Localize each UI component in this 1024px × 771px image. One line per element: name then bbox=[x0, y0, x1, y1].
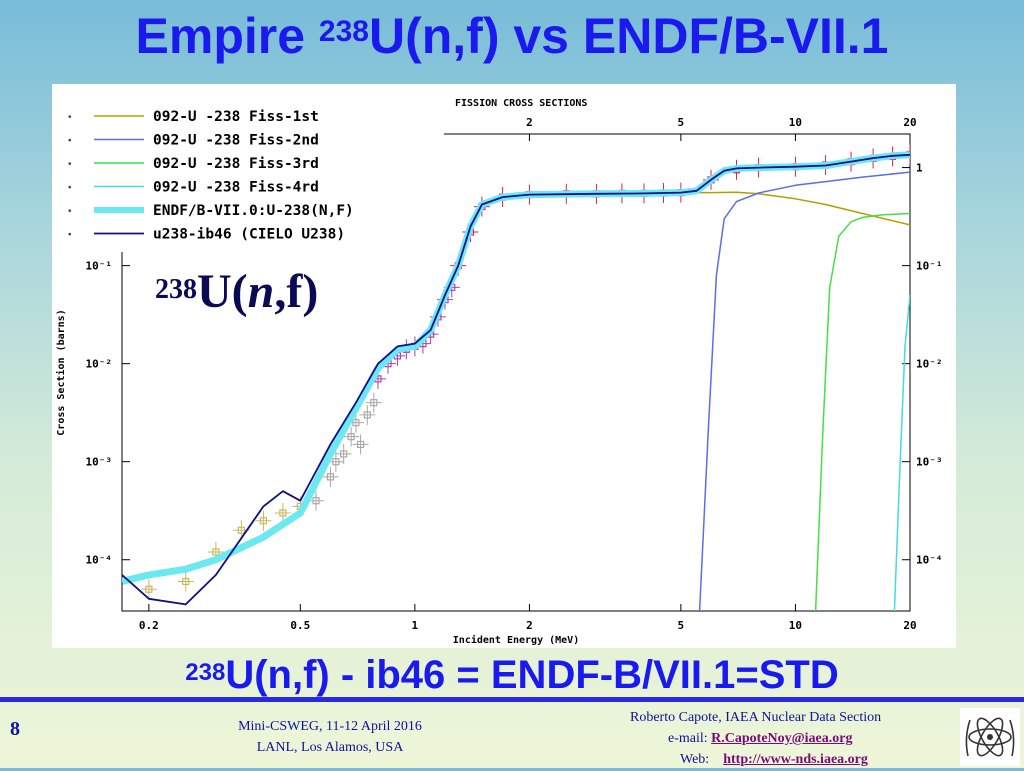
x-tick-label: 20 bbox=[903, 619, 916, 632]
legend-label: 092-U -238 Fiss-2nd bbox=[153, 133, 319, 149]
legend-label: 092-U -238 Fiss-4rd bbox=[153, 180, 319, 196]
x-tick-label: 5 bbox=[678, 619, 685, 632]
exp-point bbox=[212, 548, 220, 556]
top-tick-label: 20 bbox=[903, 116, 916, 129]
chart-panel: FISSION CROSS SECTIONS 0.2 0.5 1 2 5 10 20 2 5 10 2… bbox=[52, 84, 956, 648]
slide-subtitle: 238U(n,f) - ib46 = ENDF-B/VII.1=STD bbox=[0, 650, 1024, 700]
plot-frame bbox=[121, 133, 911, 612]
exp-point bbox=[259, 517, 268, 525]
legend-dot: • bbox=[68, 230, 72, 241]
legend-label: 092-U -238 Fiss-3rd bbox=[153, 156, 319, 172]
exp-point bbox=[363, 411, 371, 419]
series-line bbox=[698, 171, 910, 611]
legend-label: u238-ib46 (CIELO U238) bbox=[153, 227, 345, 243]
slide-number: 8 bbox=[10, 718, 20, 740]
y-tick-label-right: 10⁻¹ bbox=[916, 260, 943, 273]
y-tick-label: 10⁻² bbox=[86, 358, 113, 371]
top-tick-label: 2 bbox=[526, 116, 533, 129]
x-tick-label: 1 bbox=[412, 619, 419, 632]
title-mass-number: 238 bbox=[318, 15, 369, 48]
footer-email-link[interactable]: R.CapoteNoy@iaea.org bbox=[711, 731, 853, 746]
legend-dot: • bbox=[68, 136, 72, 147]
footer-event-line2: LANL, Los Alamos, USA bbox=[256, 740, 404, 755]
reaction-label-mass: 238 bbox=[155, 274, 197, 305]
y-tick-label-right: 10⁻² bbox=[916, 358, 943, 371]
subtitle-mass-number: 238 bbox=[185, 659, 226, 686]
x-axis-label: Incident Energy (MeV) bbox=[453, 634, 579, 646]
y-axis-label: Cross Section (barns) bbox=[55, 309, 67, 435]
footer-divider bbox=[0, 697, 1024, 702]
slide-title: Empire 238U(n,f) vs ENDF/B-VII.1 bbox=[0, 6, 1024, 66]
y-tick-label: 10⁻⁴ bbox=[86, 554, 113, 567]
footer-author: Roberto Capote, IAEA Nuclear Data Sectio… bbox=[630, 710, 882, 725]
title-prefix: Empire bbox=[135, 8, 319, 64]
y-tick-label-right: 10⁻⁴ bbox=[916, 554, 943, 567]
chart-title: FISSION CROSS SECTIONS bbox=[455, 98, 587, 109]
exp-point bbox=[326, 473, 335, 481]
legend-label: 092-U -238 Fiss-1st bbox=[153, 109, 319, 125]
legend: • 092-U -238 Fiss-1st • 092-U -238 Fiss-2nd… bbox=[60, 104, 444, 252]
x-tick-label: 2 bbox=[526, 619, 533, 632]
exp-point bbox=[312, 497, 320, 505]
exp-point bbox=[182, 577, 190, 586]
legend-dot: • bbox=[68, 206, 72, 217]
title-reaction: U(n,f) vs ENDF/B-VII.1 bbox=[368, 8, 889, 64]
exp-point bbox=[279, 509, 287, 517]
exp-point bbox=[237, 526, 245, 534]
exp-point bbox=[356, 440, 365, 449]
exp-point bbox=[347, 433, 355, 441]
footer-contact: Roberto Capote, IAEA Nuclear Data Sectio… bbox=[630, 707, 950, 770]
iaea-atom-logo-icon bbox=[960, 708, 1020, 766]
x-tick-label: 10 bbox=[789, 619, 802, 632]
reaction-label-n: n bbox=[247, 265, 275, 318]
exp-point bbox=[352, 419, 360, 427]
y-tick-label: 10⁻³ bbox=[86, 456, 113, 469]
plot-area bbox=[122, 144, 910, 611]
exp-point bbox=[332, 458, 340, 466]
x-tick-label: 0.5 bbox=[290, 619, 310, 632]
fission-cross-section-chart: FISSION CROSS SECTIONS 0.2 0.5 1 2 5 10 20 2 5 10 2… bbox=[55, 98, 943, 646]
exp-point bbox=[145, 585, 153, 593]
footer-web-label: Web: bbox=[680, 752, 710, 767]
reaction-label-f: ,f) bbox=[274, 265, 319, 318]
y-tick-label-right: 1 bbox=[916, 162, 923, 175]
reaction-label: 238U(n,f) bbox=[155, 264, 318, 320]
series-line bbox=[122, 153, 910, 606]
exp-point bbox=[340, 450, 348, 458]
footer-web-row: Web: http://www-nds.iaea.org bbox=[630, 749, 950, 770]
y-tick-label-right: 10⁻³ bbox=[916, 456, 943, 469]
legend-label: ENDF/B-VII.0:U-238(N,F) bbox=[153, 203, 354, 219]
y-tick-label: 10⁻¹ bbox=[86, 260, 113, 273]
footer-web-link[interactable]: http://www-nds.iaea.org bbox=[723, 752, 868, 767]
footer-email-label: e-mail: bbox=[668, 731, 708, 746]
footer-email-row: e-mail: R.CapoteNoy@iaea.org bbox=[630, 728, 950, 749]
series-line bbox=[814, 212, 910, 611]
legend-dot: • bbox=[68, 183, 72, 194]
legend-dot: • bbox=[68, 112, 72, 123]
legend-dot: • bbox=[68, 159, 72, 170]
footer-event: Mini-CSWEG, 11-12 April 2016 LANL, Los A… bbox=[210, 716, 450, 758]
series-line bbox=[893, 295, 910, 611]
legend-bg bbox=[60, 104, 444, 252]
footer-event-line1: Mini-CSWEG, 11-12 April 2016 bbox=[238, 719, 422, 734]
subtitle-text: U(n,f) - ib46 = ENDF-B/VII.1=STD bbox=[225, 653, 839, 697]
x-tick-label: 0.2 bbox=[139, 619, 159, 632]
exp-point bbox=[370, 399, 378, 407]
top-tick-label: 5 bbox=[678, 116, 685, 129]
top-tick-label: 10 bbox=[789, 116, 802, 129]
reaction-label-u: U( bbox=[197, 265, 248, 318]
series-line bbox=[122, 191, 910, 606]
